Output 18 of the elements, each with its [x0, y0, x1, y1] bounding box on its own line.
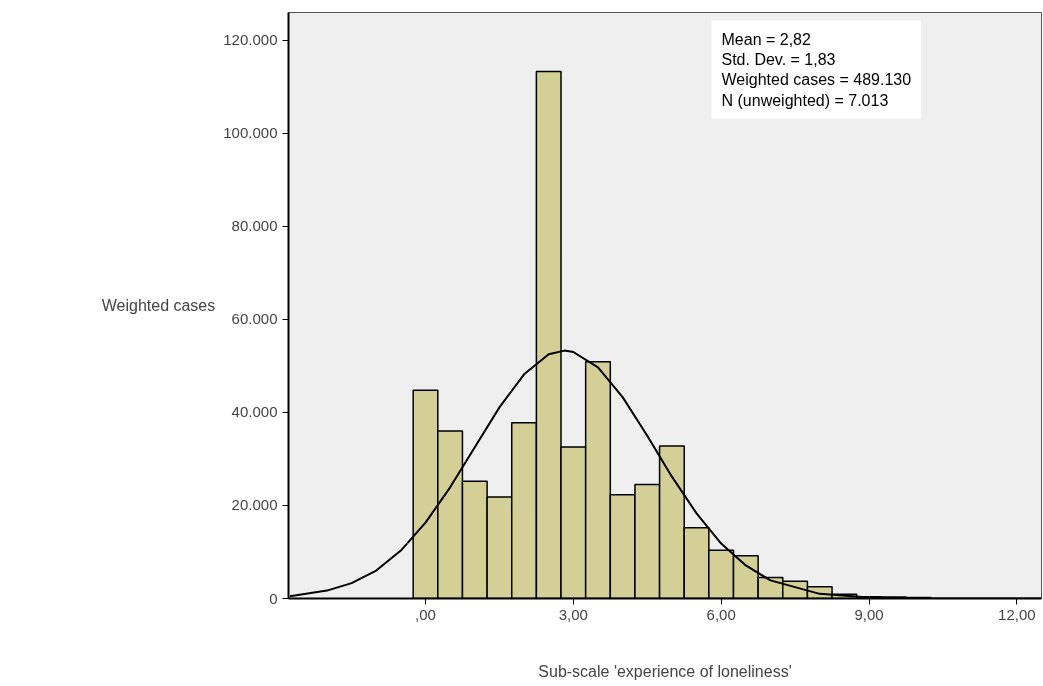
y-tick-label: 60.000 [231, 310, 278, 328]
annotation: Weighted cases = 489.130 [721, 71, 912, 89]
x-tick-label: 6,00 [706, 605, 736, 623]
y-axis-title: Weighted cases [101, 297, 216, 314]
x-axis-title: Sub-scale 'experience of loneliness' [538, 662, 792, 680]
x-tick-label: 9,00 [854, 605, 884, 623]
x-tick-label: ,00 [415, 605, 436, 623]
y-tick-label: 0 [269, 589, 278, 607]
annotation: Std. Dev. = 1,83 [721, 50, 836, 68]
y-tick-label: 40.000 [231, 403, 278, 421]
y-tick-label: 80.000 [231, 217, 278, 235]
y-tick-label: 100.000 [223, 124, 278, 142]
y-tick-label: 120.000 [223, 31, 278, 49]
x-tick-label: 3,00 [558, 605, 588, 623]
x-tick-label: 12,00 [998, 605, 1036, 623]
annotation: Mean = 2,82 [721, 30, 811, 48]
annotation: N (unweighted) = 7.013 [721, 91, 889, 109]
y-tick-label: 20.000 [231, 496, 278, 514]
